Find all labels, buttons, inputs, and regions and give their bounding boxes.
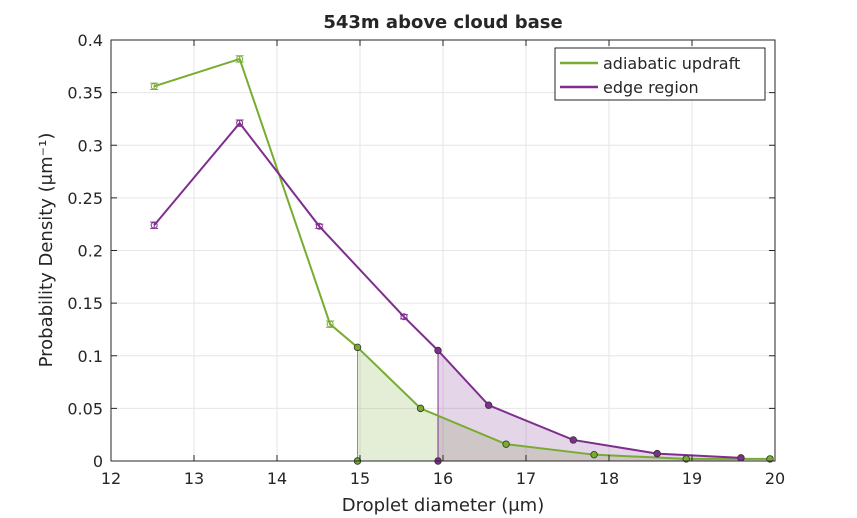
data-point-adiabatic: [353, 343, 362, 352]
y-tick-label: 0.4: [78, 31, 103, 50]
y-tick-label: 0.2: [78, 242, 103, 261]
y-tick-label: 0.25: [67, 189, 103, 208]
data-point-edge: [434, 346, 442, 355]
x-tick-label: 17: [516, 469, 536, 488]
data-point-adiabatic: [416, 404, 425, 413]
data-point-adiabatic: [590, 450, 598, 459]
data-point-edge: [150, 221, 158, 229]
y-tick-label: 0.1: [78, 347, 103, 366]
x-tick-label: 20: [765, 469, 785, 488]
y-tick-label: 0.35: [67, 84, 103, 103]
y-axis-ticks: 0 0.05 0.1 0.15 0.2 0.25 0.3 0.35 0.4: [67, 31, 775, 471]
x-tick-label: 14: [267, 469, 287, 488]
x-tick-label: 16: [433, 469, 453, 488]
x-tick-label: 13: [184, 469, 204, 488]
x-tick-label: 18: [599, 469, 619, 488]
x-tick-label: 19: [682, 469, 702, 488]
legend: adiabatic updraft edge region: [554, 47, 766, 101]
data-point-adiabatic: [150, 82, 158, 90]
legend-label-edge: edge region: [603, 78, 699, 97]
y-tick-label: 0: [93, 452, 103, 471]
y-axis-label: Probability Density (μm⁻¹): [36, 133, 57, 368]
x-tick-label: 12: [101, 469, 121, 488]
data-point-edge: [236, 119, 244, 127]
chart-title: 543m above cloud base: [323, 12, 562, 33]
y-tick-label: 0.05: [67, 399, 103, 418]
data-point-edge: [653, 449, 661, 458]
y-tick-label: 0.3: [78, 136, 103, 155]
x-axis-ticks: 12 13 14 15 16 17 18 19 20: [101, 40, 785, 488]
data-point-adiabatic: [502, 440, 510, 448]
data-point-edge: [737, 454, 745, 462]
data-point-edge: [569, 436, 578, 444]
data-point-edge: [315, 222, 323, 230]
data-point-adiabatic: [236, 55, 244, 63]
x-tick-label: 15: [350, 469, 370, 488]
y-tick-label: 0.15: [67, 294, 103, 313]
x-axis-label: Droplet diameter (μm): [342, 495, 545, 516]
legend-label-adiabatic: adiabatic updraft: [603, 54, 740, 73]
data-point-edge: [484, 401, 493, 409]
data-point-edge: [400, 313, 408, 321]
data-point-adiabatic: [326, 320, 334, 328]
legend-box: [554, 47, 766, 101]
